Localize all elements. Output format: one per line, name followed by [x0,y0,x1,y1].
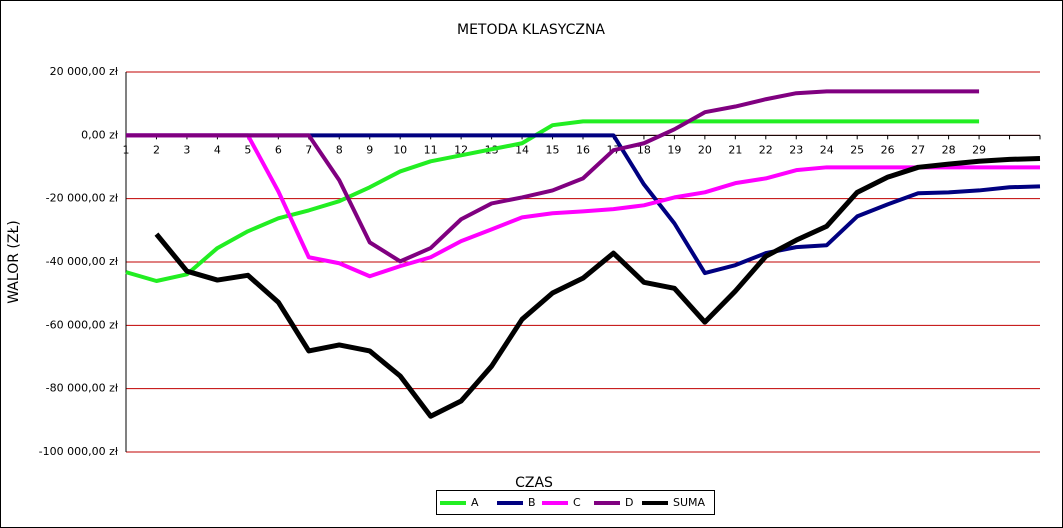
x-tick-label: 21 [728,143,742,156]
x-tick-label: 28 [942,143,956,156]
x-tick-label: 19 [667,143,681,156]
y-tick-label: -20 000,00 zł [46,192,119,205]
x-tick-label: 27 [911,143,925,156]
x-tick-label: 22 [759,143,773,156]
legend-label: D [625,496,633,509]
x-tick-label: 16 [576,143,590,156]
x-tick-label: 14 [515,143,529,156]
y-tick-label: -80 000,00 zł [46,382,119,395]
x-tick-label: 1 [123,143,130,156]
y-tick-label: -40 000,00 zł [46,255,119,268]
series-line [154,155,1041,419]
y-tick-label: 0,00 zł [81,128,119,141]
x-tick-label: 11 [424,143,438,156]
x-tick-label: 9 [366,143,373,156]
y-tick-label: 20 000,00 zł [50,65,119,78]
y-tick-label: -100 000,00 zł [39,445,119,458]
series-line [126,89,980,264]
x-axis-title: CZAS [515,475,553,491]
x-tick-label: 25 [850,143,864,156]
x-tick-label: 3 [183,143,190,156]
y-axis-title: WALOR (ZŁ) [6,220,22,304]
legend-label: B [528,496,536,509]
series-line [126,133,1040,279]
legend-label: A [471,496,479,509]
chart-title: METODA KLASYCZNA [457,22,605,38]
x-tick-label: 24 [820,143,834,156]
x-tick-label: 18 [637,143,651,156]
legend-label: SUMA [673,496,706,509]
legend-label: C [573,496,581,509]
y-tick-label: -60 000,00 zł [46,318,119,331]
x-tick-label: 20 [698,143,712,156]
x-tick-label: 8 [336,143,343,156]
x-tick-label: 7 [305,143,312,156]
x-tick-label: 15 [546,143,560,156]
series-line [125,119,980,283]
x-tick-label: 4 [214,143,221,156]
x-tick-label: 29 [972,143,986,156]
legend-box [436,490,715,515]
x-tick-label: 10 [393,143,407,156]
x-tick-label: 5 [244,143,251,156]
x-tick-label: 2 [153,143,160,156]
x-tick-label: 6 [275,143,282,156]
x-tick-label: 26 [881,143,895,156]
x-tick-label: 23 [789,143,803,156]
